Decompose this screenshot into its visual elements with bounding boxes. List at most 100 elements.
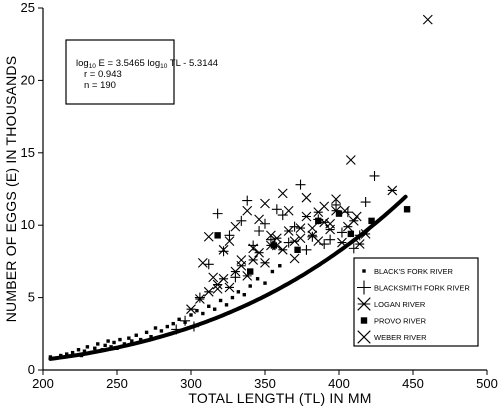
data-point bbox=[277, 210, 288, 221]
correlation-text: r = 0.943 bbox=[84, 69, 122, 80]
sample-size-text: n = 190 bbox=[84, 80, 116, 91]
data-point bbox=[70, 350, 75, 355]
data-point bbox=[295, 233, 306, 244]
y-tick-label: 5 bbox=[28, 290, 35, 305]
x-tick-label: 400 bbox=[328, 376, 350, 391]
legend-label: LOGAN RIVER bbox=[374, 300, 426, 309]
data-point bbox=[130, 339, 134, 343]
data-point bbox=[242, 205, 253, 216]
data-point bbox=[342, 207, 353, 218]
data-point bbox=[59, 353, 63, 358]
data-point bbox=[138, 337, 143, 342]
x-tick-label: 500 bbox=[476, 376, 498, 391]
data-point bbox=[263, 281, 267, 285]
data-point bbox=[224, 303, 229, 307]
data-point bbox=[331, 194, 341, 205]
data-point bbox=[301, 244, 312, 255]
data-point bbox=[319, 201, 330, 212]
legend: BLACK'S FORK RIVER BLACKSMITH FORK RIVER L… bbox=[353, 257, 479, 347]
data-point bbox=[283, 226, 294, 236]
data-point bbox=[325, 218, 336, 229]
data-point bbox=[212, 284, 223, 294]
data-point bbox=[307, 223, 318, 233]
data-point bbox=[48, 355, 53, 359]
data-point bbox=[88, 350, 93, 355]
data-point bbox=[248, 255, 259, 265]
data-point bbox=[354, 230, 365, 241]
data-point bbox=[294, 246, 301, 254]
data-point bbox=[289, 221, 300, 232]
data-point bbox=[127, 336, 131, 340]
data-point bbox=[188, 321, 199, 332]
y-ticks: 0 5 10 15 20 25 bbox=[21, 0, 43, 377]
data-point bbox=[149, 334, 153, 339]
data-point bbox=[340, 205, 350, 216]
data-point bbox=[212, 208, 223, 219]
data-point bbox=[236, 290, 241, 294]
legend-marker bbox=[362, 269, 366, 273]
data-point bbox=[255, 277, 260, 281]
x-tick-label: 350 bbox=[254, 376, 276, 391]
data-point bbox=[283, 237, 294, 248]
data-point bbox=[260, 218, 270, 229]
data-point bbox=[270, 242, 278, 249]
data-point bbox=[153, 326, 158, 330]
x-tick-label: 200 bbox=[32, 376, 54, 391]
data-point bbox=[289, 253, 300, 264]
data-point bbox=[270, 269, 275, 274]
data-point bbox=[348, 243, 359, 254]
data-point bbox=[122, 342, 127, 346]
x-tick-label: 300 bbox=[180, 376, 202, 391]
data-point bbox=[360, 228, 371, 239]
data-point bbox=[194, 292, 205, 303]
data-point bbox=[224, 236, 235, 247]
data-point bbox=[242, 293, 246, 297]
data-point bbox=[422, 14, 433, 25]
data-point bbox=[203, 231, 214, 242]
data-point bbox=[254, 214, 264, 225]
data-point bbox=[103, 343, 107, 348]
data-point bbox=[347, 230, 355, 238]
legend-label: BLACK'S FORK RIVER bbox=[374, 267, 454, 276]
data-point bbox=[368, 217, 375, 225]
data-point bbox=[194, 294, 205, 304]
y-tick-label: 20 bbox=[21, 72, 35, 87]
data-point bbox=[218, 244, 229, 255]
data-point bbox=[96, 342, 100, 346]
data-point bbox=[180, 315, 191, 326]
data-point bbox=[203, 286, 214, 297]
data-point bbox=[76, 348, 81, 352]
data-point bbox=[351, 211, 362, 222]
data-point bbox=[208, 272, 219, 283]
data-point bbox=[85, 345, 90, 349]
x-tick-label: 450 bbox=[402, 376, 424, 391]
y-axis-label: NUMBER OF EGGS (E) IN THOUSANDS bbox=[3, 56, 19, 323]
data-point bbox=[218, 246, 229, 257]
data-point bbox=[115, 346, 119, 350]
data-point bbox=[336, 227, 347, 238]
data-point bbox=[337, 237, 347, 248]
legend-label: BLACKSMITH FORK RIVER bbox=[374, 284, 470, 293]
regression-fit-line bbox=[48, 194, 408, 361]
data-point bbox=[165, 324, 170, 329]
legend-label: PROVO RIVER bbox=[374, 317, 427, 326]
legend-marker bbox=[360, 317, 368, 324]
data-point bbox=[214, 232, 221, 239]
data-point bbox=[177, 317, 181, 322]
data-point bbox=[335, 210, 343, 217]
data-point bbox=[331, 199, 342, 210]
data-point bbox=[260, 257, 270, 268]
legend-label: WEBER RIVER bbox=[374, 333, 427, 342]
data-point bbox=[325, 234, 336, 245]
data-point bbox=[186, 304, 196, 315]
data-point bbox=[64, 352, 69, 356]
data-point bbox=[254, 225, 265, 236]
data-point bbox=[144, 330, 149, 335]
data-point bbox=[387, 185, 398, 196]
data-points bbox=[48, 14, 433, 359]
legend-marker bbox=[357, 330, 371, 344]
data-point bbox=[242, 195, 253, 206]
data-point bbox=[260, 198, 270, 209]
data-point bbox=[189, 313, 193, 317]
